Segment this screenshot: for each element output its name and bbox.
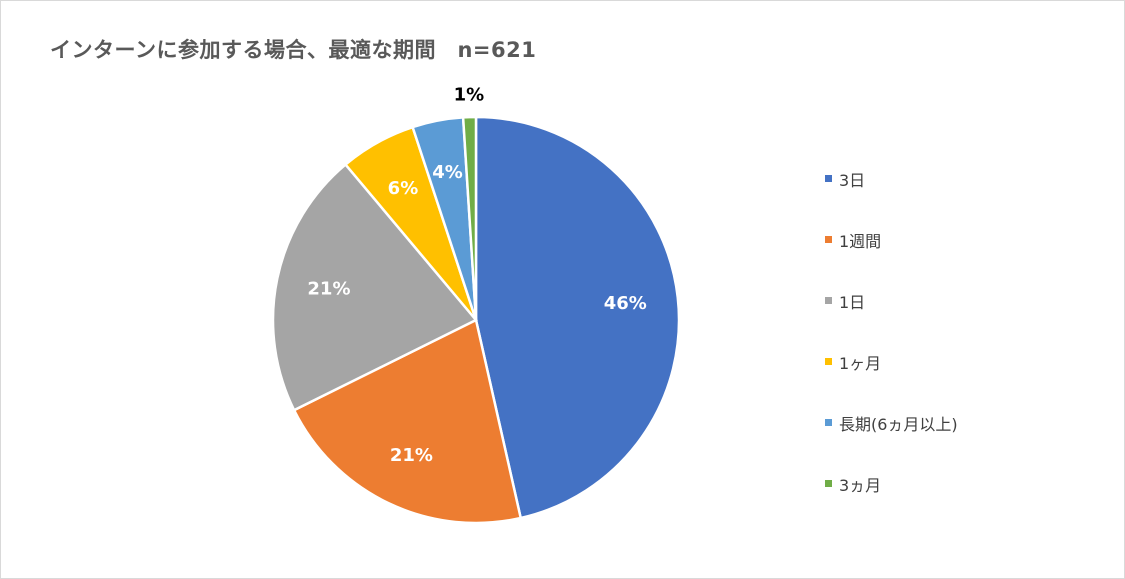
legend-label-1: 1週間: [839, 231, 882, 251]
legend-label-3: 1ヶ月: [839, 353, 882, 373]
legend-swatch-3: [825, 358, 832, 365]
data-label-4: 4%: [432, 162, 463, 183]
pie-slice-2: [271, 162, 478, 412]
legend-item-2: 1日: [825, 270, 958, 331]
data-label-1: 21%: [390, 445, 433, 466]
chart-title: インターンに参加する場合、最適な期間 n=621: [50, 38, 537, 62]
legend-swatch-5: [825, 480, 832, 487]
legend-label-2: 1日: [839, 292, 866, 312]
data-label-3: 6%: [388, 178, 419, 199]
data-label-2: 21%: [307, 279, 350, 300]
legend-label-4: 長期(6ヵ月以上): [839, 414, 958, 434]
legend-label-0: 3日: [839, 170, 866, 190]
legend-label-5: 3ヵ月: [839, 475, 882, 495]
legend-swatch-1: [825, 236, 832, 243]
chart-legend: 3日 1週間 1日 1ヶ月長期(6ヵ月以上) 3ヵ月: [825, 148, 958, 514]
pie-slice-5: [461, 115, 478, 321]
legend-item-1: 1週間: [825, 209, 958, 270]
legend-item-0: 3日: [825, 148, 958, 209]
legend-swatch-2: [825, 297, 832, 304]
data-label-0: 46%: [604, 293, 647, 314]
legend-swatch-0: [825, 175, 832, 182]
pie-slice-0: [474, 115, 681, 520]
legend-item-3: 1ヶ月: [825, 331, 958, 392]
legend-item-5: 3ヵ月: [825, 453, 958, 514]
legend-swatch-4: [825, 419, 832, 426]
data-label-5: 1%: [454, 85, 485, 106]
legend-item-4: 長期(6ヵ月以上): [825, 392, 958, 453]
pie-slice-1: [292, 318, 523, 525]
